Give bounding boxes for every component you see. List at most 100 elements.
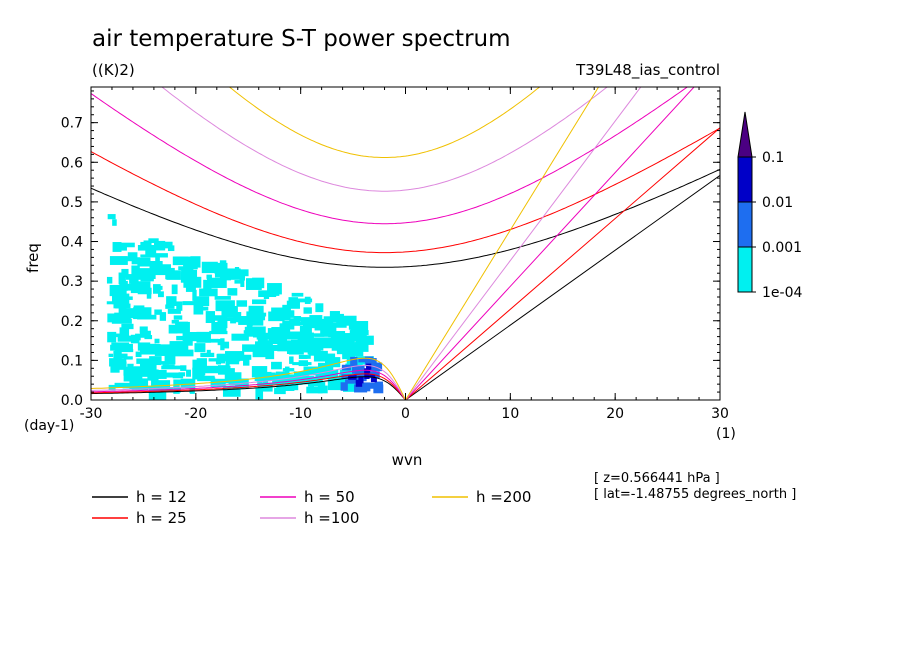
power-patch bbox=[342, 349, 356, 360]
legend-label: h = 25 bbox=[136, 509, 187, 527]
power-patch bbox=[274, 387, 286, 395]
power-patch bbox=[370, 377, 377, 383]
power-patch bbox=[305, 343, 324, 351]
power-patch bbox=[106, 276, 113, 284]
power-patch bbox=[217, 365, 230, 375]
colorbar: 0.1 0.01 0.001 1e-04 bbox=[737, 111, 802, 301]
power-patch bbox=[215, 358, 222, 365]
power-patch bbox=[182, 301, 195, 306]
power-patch bbox=[364, 356, 374, 367]
power-patch bbox=[244, 326, 258, 337]
power-patch bbox=[144, 335, 153, 340]
power-patch bbox=[263, 295, 270, 299]
power-patch bbox=[189, 381, 195, 394]
power-patch bbox=[137, 268, 156, 279]
x-tick-label: 0 bbox=[401, 406, 410, 422]
power-patch bbox=[173, 315, 183, 320]
power-patch bbox=[154, 285, 163, 290]
power-patch bbox=[154, 369, 167, 379]
power-patch bbox=[154, 240, 166, 251]
power-patch bbox=[139, 358, 157, 370]
power-patch bbox=[165, 267, 175, 280]
power-patch bbox=[289, 356, 294, 364]
inertia-gravity-curve bbox=[161, 87, 608, 192]
kelvin-line bbox=[405, 87, 600, 400]
power-patch bbox=[234, 280, 244, 284]
power-patch bbox=[121, 323, 134, 330]
power-patch bbox=[223, 341, 230, 349]
power-patch bbox=[205, 311, 216, 324]
power-patch bbox=[155, 264, 171, 276]
power-patch bbox=[267, 328, 273, 334]
power-patch bbox=[186, 369, 191, 377]
x-tick-label: -30 bbox=[80, 406, 103, 422]
power-patch bbox=[125, 274, 146, 280]
power-patch bbox=[217, 320, 228, 329]
power-patch bbox=[230, 269, 249, 277]
power-patch bbox=[366, 382, 380, 389]
legend: h = 12 h = 25 h = 50 h =100 h =200 bbox=[92, 488, 531, 527]
y-tick-label: 0.5 bbox=[61, 195, 83, 211]
power-patch bbox=[219, 260, 227, 270]
power-patch bbox=[267, 283, 282, 295]
power-patch bbox=[240, 275, 245, 287]
power-patch bbox=[233, 311, 242, 323]
power-patch bbox=[162, 372, 181, 378]
power-patch bbox=[249, 316, 255, 323]
y-tick-label: 0.7 bbox=[61, 116, 83, 132]
y-tick-label: 0.4 bbox=[61, 235, 83, 251]
power-patch bbox=[358, 358, 370, 363]
power-patch bbox=[252, 371, 265, 377]
power-patch bbox=[284, 366, 290, 375]
power-patch bbox=[185, 286, 196, 292]
power-patch bbox=[127, 363, 134, 370]
power-patch bbox=[127, 252, 138, 261]
power-patch bbox=[252, 349, 271, 358]
power-patch bbox=[193, 366, 209, 373]
power-patch bbox=[118, 272, 126, 285]
power-patch bbox=[169, 341, 189, 353]
power-patch bbox=[228, 375, 241, 386]
power-patch bbox=[178, 266, 194, 271]
power-patch bbox=[137, 245, 156, 251]
rossby-curve bbox=[91, 369, 406, 400]
power-patch bbox=[174, 349, 194, 357]
power-patch bbox=[146, 290, 152, 299]
power-patch bbox=[271, 361, 282, 370]
power-patch bbox=[133, 366, 149, 377]
kelvin-line bbox=[405, 87, 642, 400]
power-patch bbox=[147, 369, 159, 381]
power-patch bbox=[109, 256, 128, 265]
power-patch bbox=[108, 353, 114, 358]
power-patch bbox=[119, 280, 128, 291]
colorbar-label: 0.001 bbox=[762, 240, 802, 256]
power-patch bbox=[137, 287, 152, 295]
power-patch bbox=[354, 342, 369, 352]
power-patch bbox=[313, 350, 328, 357]
chart-title: air temperature S-T power spectrum bbox=[92, 26, 511, 52]
power-patch bbox=[129, 310, 137, 315]
power-patch bbox=[183, 338, 193, 346]
power-patch bbox=[259, 314, 266, 321]
power-patch bbox=[210, 378, 226, 387]
power-patch bbox=[303, 366, 322, 376]
power-patch bbox=[154, 309, 162, 315]
power-patch bbox=[293, 316, 302, 321]
power-patch bbox=[314, 333, 334, 337]
power-patch bbox=[252, 299, 267, 305]
y-tick-label: 0.0 bbox=[61, 393, 83, 409]
power-patch bbox=[135, 351, 142, 358]
z-note: [ z=0.566441 hPa ] bbox=[594, 471, 720, 486]
x-tick-label: -20 bbox=[184, 406, 207, 422]
power-patch bbox=[270, 331, 288, 342]
power-patch bbox=[130, 334, 140, 344]
y-tick-label: 0.2 bbox=[61, 314, 83, 330]
power-patch bbox=[261, 340, 273, 352]
power-patch bbox=[306, 320, 312, 330]
power-patch bbox=[333, 376, 346, 388]
power-patch bbox=[164, 353, 176, 365]
power-patch bbox=[121, 353, 128, 359]
power-patch bbox=[340, 382, 348, 391]
inertia-gravity-curve bbox=[91, 168, 720, 268]
power-patch bbox=[214, 296, 231, 300]
